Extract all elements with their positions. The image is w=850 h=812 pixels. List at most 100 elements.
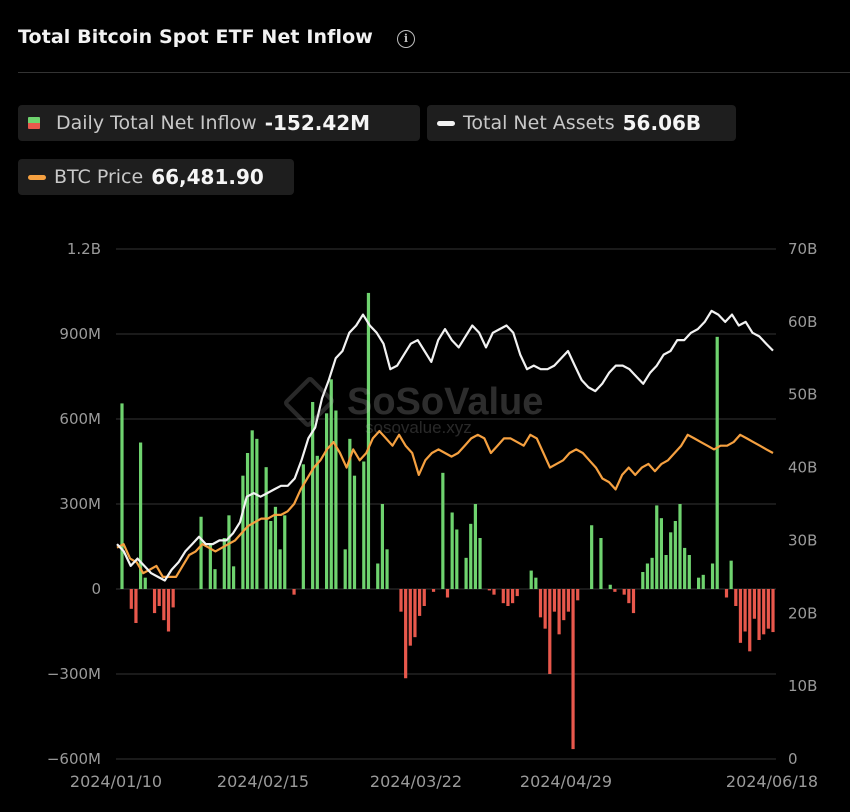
inflow-bar[interactable]	[278, 549, 282, 589]
inflow-bar[interactable]	[139, 442, 143, 589]
inflow-bar[interactable]	[399, 589, 403, 612]
inflow-bar[interactable]	[301, 464, 305, 589]
inflow-bar[interactable]	[511, 589, 515, 604]
inflow-bar[interactable]	[473, 504, 477, 589]
inflow-bar[interactable]	[650, 557, 654, 589]
inflow-bar[interactable]	[566, 589, 570, 612]
inflow-bar[interactable]	[208, 543, 212, 589]
inflow-bar[interactable]	[724, 589, 729, 598]
inflow-bar[interactable]	[557, 589, 561, 635]
inflow-bar[interactable]	[325, 413, 329, 589]
inflow-bar[interactable]	[385, 549, 389, 589]
inflow-bar[interactable]	[250, 430, 254, 589]
inflow-bar[interactable]	[166, 589, 171, 632]
inflow-bar[interactable]	[213, 569, 217, 589]
inflow-bar[interactable]	[576, 589, 580, 601]
inflow-bar[interactable]	[613, 589, 617, 592]
inflow-bar[interactable]	[659, 518, 663, 589]
inflow-bar[interactable]	[552, 589, 557, 612]
inflow-bar[interactable]	[538, 589, 543, 618]
legend-inflow[interactable]: Daily Total Net Inflow -152.42M	[18, 105, 420, 141]
inflow-bar[interactable]	[571, 589, 575, 750]
inflow-bar[interactable]	[655, 505, 659, 589]
inflow-bar[interactable]	[343, 549, 347, 589]
inflow-bar[interactable]	[380, 504, 384, 589]
inflow-bar[interactable]	[227, 515, 231, 589]
inflow-bar[interactable]	[469, 523, 473, 589]
inflow-bar[interactable]	[418, 589, 422, 616]
inflow-bar[interactable]	[543, 589, 547, 629]
inflow-bar[interactable]	[515, 589, 519, 597]
inflow-bar[interactable]	[627, 589, 631, 604]
inflow-bar[interactable]	[431, 589, 436, 592]
inflow-bar[interactable]	[352, 475, 357, 589]
inflow-bar[interactable]	[311, 402, 315, 589]
inflow-bar[interactable]	[501, 589, 505, 604]
inflow-bar[interactable]	[701, 574, 705, 589]
inflow-bar[interactable]	[562, 589, 566, 621]
inflow-bar[interactable]	[738, 589, 743, 643]
inflow-bar[interactable]	[408, 589, 412, 646]
inflow-bar[interactable]	[245, 453, 250, 589]
inflow-bar[interactable]	[269, 521, 273, 589]
inflow-bar[interactable]	[757, 589, 761, 640]
inflow-bar[interactable]	[162, 589, 166, 621]
inflow-bar[interactable]	[608, 584, 612, 589]
inflow-bar[interactable]	[366, 292, 371, 589]
inflow-bar[interactable]	[152, 589, 157, 614]
inflow-bar[interactable]	[171, 589, 175, 608]
inflow-bar[interactable]	[143, 577, 147, 589]
inflow-bar[interactable]	[232, 566, 236, 589]
inflow-bar[interactable]	[120, 403, 124, 589]
inflow-bar[interactable]	[548, 589, 552, 674]
inflow-bar[interactable]	[283, 515, 287, 589]
inflow-bar[interactable]	[590, 525, 594, 589]
inflow-bar[interactable]	[292, 589, 296, 595]
inflow-bar[interactable]	[645, 563, 650, 590]
total-net-assets-line[interactable]	[116, 309, 774, 582]
inflow-bar[interactable]	[450, 512, 454, 590]
inflow-bar[interactable]	[752, 589, 756, 619]
inflow-bar[interactable]	[422, 589, 426, 606]
inflow-bar[interactable]	[748, 589, 752, 652]
inflow-bar[interactable]	[413, 589, 417, 638]
inflow-bar[interactable]	[455, 529, 459, 590]
inflow-bar[interactable]	[683, 547, 687, 589]
inflow-bar[interactable]	[664, 555, 668, 589]
inflow-bar[interactable]	[697, 577, 701, 589]
inflow-bar[interactable]	[334, 410, 338, 590]
inflow-bar[interactable]	[404, 589, 408, 679]
inflow-bar[interactable]	[129, 589, 133, 609]
inflow-bar[interactable]	[376, 563, 380, 590]
inflow-bar[interactable]	[631, 589, 636, 614]
inflow-bar[interactable]	[715, 336, 719, 589]
inflow-bar[interactable]	[441, 472, 445, 589]
inflow-bar[interactable]	[710, 563, 715, 590]
inflow-bar[interactable]	[315, 455, 319, 589]
inflow-bar[interactable]	[487, 589, 491, 591]
inflow-bar[interactable]	[492, 589, 496, 595]
info-icon[interactable]: i	[397, 30, 415, 48]
inflow-bar[interactable]	[529, 570, 533, 589]
inflow-bar[interactable]	[157, 589, 161, 606]
inflow-bar[interactable]	[478, 538, 482, 589]
inflow-bar[interactable]	[687, 555, 691, 589]
inflow-bar[interactable]	[445, 589, 450, 598]
inflow-bar[interactable]	[222, 538, 226, 589]
inflow-bar[interactable]	[678, 504, 682, 589]
inflow-bar[interactable]	[673, 521, 677, 589]
inflow-bar[interactable]	[264, 467, 268, 589]
inflow-bar[interactable]	[771, 589, 775, 633]
inflow-bar[interactable]	[734, 589, 738, 606]
inflow-bar[interactable]	[273, 506, 278, 589]
inflow-bar[interactable]	[766, 589, 770, 629]
legend-price[interactable]: BTC Price 66,481.90	[18, 159, 294, 195]
inflow-bar[interactable]	[669, 532, 673, 589]
inflow-bar[interactable]	[348, 438, 352, 589]
inflow-bar[interactable]	[599, 538, 603, 589]
inflow-bar[interactable]	[362, 461, 366, 590]
inflow-bar[interactable]	[762, 589, 766, 635]
inflow-bar[interactable]	[622, 589, 626, 595]
inflow-bar[interactable]	[729, 560, 733, 589]
inflow-bar[interactable]	[534, 577, 538, 589]
